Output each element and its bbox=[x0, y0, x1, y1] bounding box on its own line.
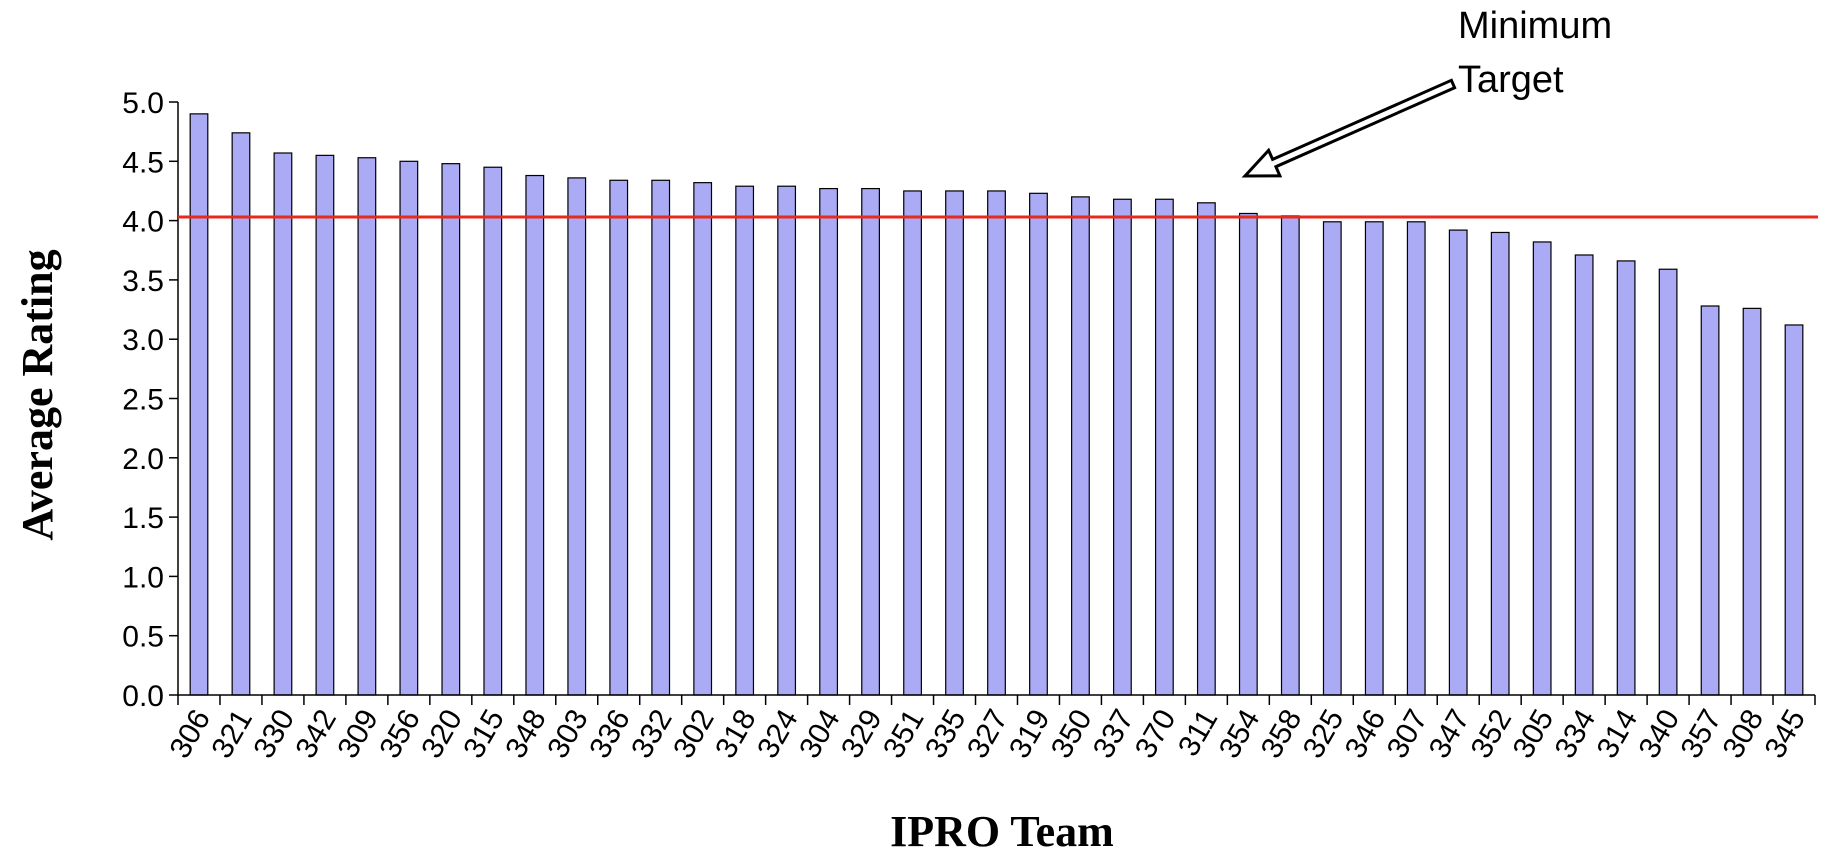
x-tick-label: 336 bbox=[583, 704, 637, 764]
bar-324 bbox=[777, 185, 797, 696]
y-tick-label: 2.0 bbox=[122, 443, 164, 476]
x-tick-label: 357 bbox=[1675, 704, 1729, 764]
bar-305 bbox=[1532, 241, 1552, 696]
y-tick-label: 3.5 bbox=[122, 265, 164, 298]
x-tick-label: 308 bbox=[1716, 704, 1770, 764]
bar-330 bbox=[273, 152, 293, 696]
bar-348 bbox=[525, 174, 545, 696]
bar-347 bbox=[1448, 229, 1468, 696]
bar-357 bbox=[1700, 305, 1720, 696]
y-tick-label: 4.5 bbox=[122, 146, 164, 179]
bar-319 bbox=[1029, 192, 1048, 696]
bar-352 bbox=[1490, 231, 1510, 696]
bar-318 bbox=[735, 185, 755, 696]
x-tick-label: 327 bbox=[961, 704, 1015, 764]
bar-350 bbox=[1071, 196, 1090, 696]
bar-309 bbox=[357, 157, 377, 696]
x-tick-label: 325 bbox=[1297, 704, 1351, 764]
bar-336 bbox=[609, 179, 629, 696]
y-tick-label: 0.5 bbox=[122, 621, 164, 654]
bar-311 bbox=[1196, 202, 1216, 696]
bar-320 bbox=[441, 163, 461, 696]
bar-345 bbox=[1784, 324, 1804, 696]
x-tick-label: 352 bbox=[1465, 704, 1519, 764]
bar-315 bbox=[483, 166, 503, 696]
x-tick-label: 351 bbox=[877, 704, 931, 764]
x-tick-label: 318 bbox=[709, 704, 763, 764]
y-tick-label: 1.5 bbox=[122, 502, 164, 535]
y-tick-label: 0.0 bbox=[122, 680, 164, 713]
x-tick-label: 340 bbox=[1633, 704, 1687, 764]
bar-306 bbox=[189, 113, 209, 696]
x-tick-label: 335 bbox=[919, 704, 973, 764]
x-tick-label: 330 bbox=[247, 704, 301, 764]
y-tick-label: 5.0 bbox=[122, 87, 164, 120]
bar-354 bbox=[1238, 212, 1258, 696]
bar-342 bbox=[315, 154, 335, 696]
bar-314 bbox=[1616, 260, 1636, 696]
bar-308 bbox=[1742, 307, 1762, 696]
bar-307 bbox=[1406, 221, 1426, 696]
x-tick-label: 342 bbox=[289, 704, 343, 764]
y-tick-label: 2.5 bbox=[122, 384, 164, 417]
x-tick-label: 345 bbox=[1758, 704, 1812, 764]
x-tick-label: 347 bbox=[1423, 704, 1477, 764]
annotation-text-line: Minimum bbox=[1458, 5, 1612, 47]
x-axis-title: IPRO Team bbox=[890, 807, 1114, 851]
y-axis-title: Average Rating bbox=[13, 249, 62, 540]
x-tick-label: 334 bbox=[1549, 704, 1603, 764]
x-tick-label: 320 bbox=[415, 704, 469, 764]
bar-304 bbox=[819, 187, 839, 696]
x-tick-label: 346 bbox=[1339, 704, 1393, 764]
x-tick-label: 303 bbox=[541, 704, 595, 764]
bar-325 bbox=[1322, 221, 1342, 696]
bar-334 bbox=[1574, 254, 1594, 696]
x-tick-label: 315 bbox=[457, 704, 511, 764]
bar-327 bbox=[987, 190, 1006, 696]
bar-329 bbox=[861, 187, 880, 696]
bar-340 bbox=[1658, 268, 1678, 696]
x-tick-label: 319 bbox=[1003, 704, 1057, 764]
y-tick-label: 1.0 bbox=[122, 561, 164, 594]
x-tick-label: 350 bbox=[1045, 704, 1099, 764]
annotation-layer: Minimum Target bbox=[1241, 5, 1612, 178]
annotation-text-line: Target bbox=[1458, 59, 1564, 101]
x-tick-label: 307 bbox=[1381, 704, 1435, 764]
axes-layer bbox=[169, 101, 1816, 705]
bar-335 bbox=[945, 190, 964, 696]
x-tick-label: 358 bbox=[1255, 704, 1309, 764]
bar-337 bbox=[1113, 198, 1132, 696]
x-tick-label: 309 bbox=[331, 704, 385, 764]
x-tick-label: 332 bbox=[625, 704, 679, 764]
x-tick-label: 348 bbox=[499, 704, 553, 764]
bar-302 bbox=[693, 182, 713, 696]
x-tick-label: 370 bbox=[1129, 704, 1183, 764]
x-tick-label: 337 bbox=[1087, 704, 1141, 764]
annotation-arrow bbox=[1241, 78, 1457, 178]
x-tick-label: 304 bbox=[793, 704, 847, 764]
x-tick-label: 314 bbox=[1591, 704, 1645, 764]
x-tick-label: 356 bbox=[373, 704, 427, 764]
bar-303 bbox=[567, 177, 587, 696]
bar-332 bbox=[651, 179, 671, 696]
x-tick-label: 302 bbox=[667, 704, 721, 764]
bar-351 bbox=[903, 190, 922, 696]
bar-370 bbox=[1154, 198, 1174, 696]
x-tick-label: 329 bbox=[835, 704, 889, 764]
x-tick-label: 354 bbox=[1213, 704, 1267, 764]
x-tick-label: 306 bbox=[163, 704, 217, 764]
bar-346 bbox=[1364, 221, 1384, 696]
y-tick-label: 4.0 bbox=[122, 206, 164, 239]
bar-358 bbox=[1280, 215, 1300, 696]
y-tick-label: 3.0 bbox=[122, 324, 164, 357]
x-tick-label: 305 bbox=[1507, 704, 1561, 764]
x-tick-label: 311 bbox=[1172, 704, 1224, 762]
x-tick-label: 324 bbox=[751, 704, 805, 764]
bars-layer bbox=[189, 113, 1804, 696]
bar-356 bbox=[399, 160, 419, 696]
x-tick-label: 321 bbox=[205, 704, 259, 764]
